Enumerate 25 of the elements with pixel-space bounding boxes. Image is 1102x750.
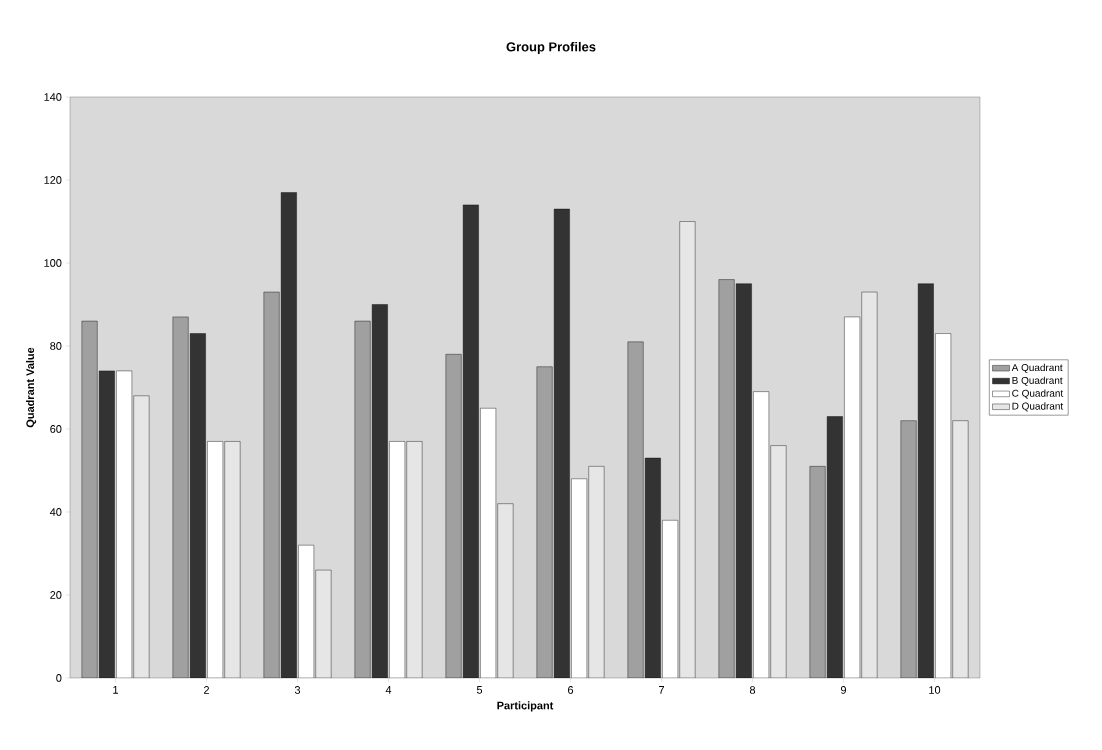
legend-label: B Quadrant	[1012, 376, 1063, 386]
y-tick-label: 100	[44, 259, 62, 267]
x-tick-label: 4	[385, 686, 392, 694]
x-tick-label: 9	[840, 686, 847, 694]
y-tick-label: 60	[50, 425, 62, 433]
legend-label: A Quadrant	[1011, 363, 1063, 373]
x-tick-label: 8	[749, 686, 756, 694]
y-tick-label: 120	[44, 176, 62, 184]
y-tick-label: 0	[56, 674, 62, 682]
x-tick-label: 10	[929, 686, 941, 694]
y-tick-label: 140	[44, 93, 62, 101]
legend-label: C Quadrant	[1012, 389, 1064, 399]
x-axis-title: Participant	[497, 701, 554, 712]
chart-title: Group Profiles	[506, 41, 596, 55]
x-tick-label: 6	[568, 686, 574, 694]
x-tick-label: 7	[659, 686, 665, 694]
y-axis-title: Quadrant Value	[26, 347, 37, 428]
x-tick-label: 1	[113, 686, 119, 694]
legend-label: D Quadrant	[1012, 402, 1064, 412]
y-tick-label: 20	[50, 591, 62, 599]
x-tick-label: 2	[204, 686, 210, 694]
y-tick-label: 80	[50, 342, 62, 350]
y-tick-label: 40	[49, 508, 62, 516]
x-tick-label: 5	[476, 686, 483, 694]
x-tick-label: 3	[294, 686, 301, 694]
